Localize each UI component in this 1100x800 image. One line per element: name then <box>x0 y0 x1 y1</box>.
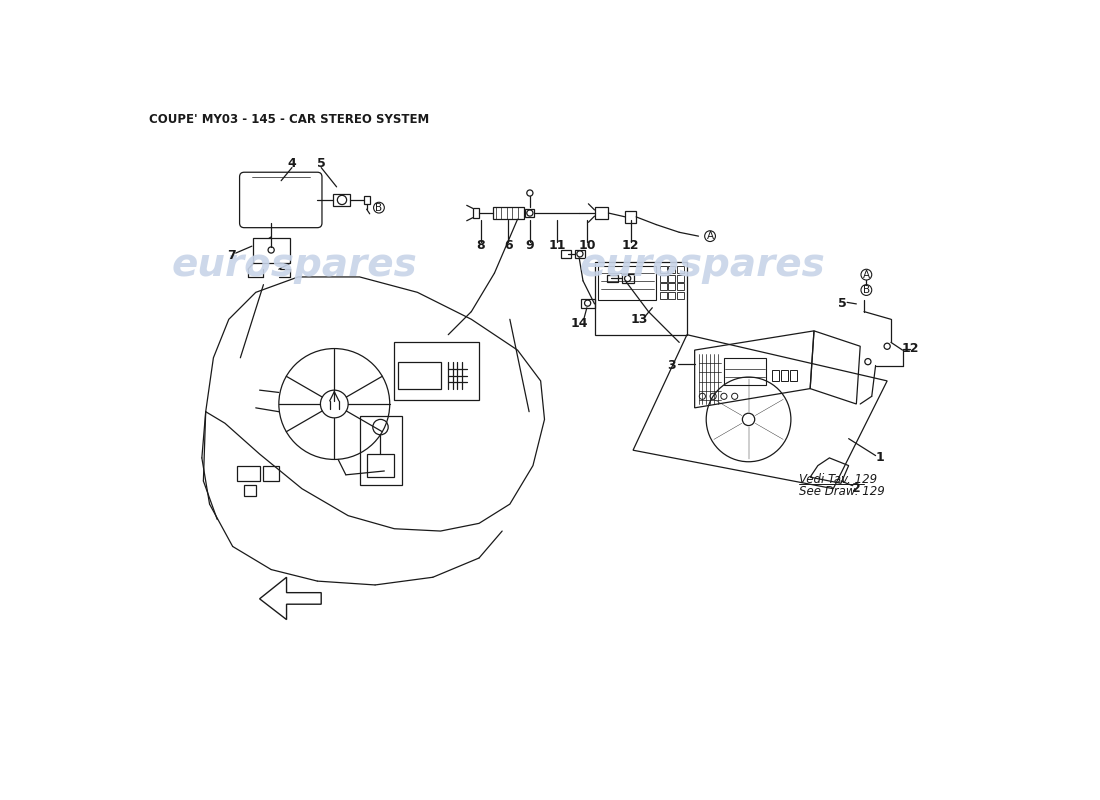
Bar <box>367 454 394 477</box>
Bar <box>244 485 255 496</box>
Bar <box>332 194 350 206</box>
Text: 6: 6 <box>504 239 513 252</box>
Bar <box>724 358 767 385</box>
Bar <box>660 266 667 273</box>
Text: A: A <box>862 270 870 280</box>
Bar <box>236 466 260 481</box>
Bar <box>621 274 634 283</box>
Text: COUPE' MY03 - 145 - CAR STEREO SYSTEM: COUPE' MY03 - 145 - CAR STEREO SYSTEM <box>150 113 430 126</box>
Bar <box>676 266 684 273</box>
Text: 7: 7 <box>227 249 235 262</box>
Text: 3: 3 <box>668 359 675 372</box>
Bar <box>473 209 480 218</box>
Bar <box>660 291 667 298</box>
Bar <box>574 250 585 258</box>
Bar <box>669 266 675 273</box>
Bar <box>772 370 779 381</box>
Bar <box>676 274 684 282</box>
Bar <box>493 207 524 219</box>
Bar <box>594 262 686 334</box>
Bar <box>253 238 290 263</box>
Bar <box>660 283 667 290</box>
Text: eurospares: eurospares <box>580 246 825 284</box>
Bar <box>598 266 656 300</box>
Bar <box>669 283 675 290</box>
Bar <box>561 250 572 258</box>
Bar <box>264 466 278 481</box>
Text: 1: 1 <box>876 451 883 464</box>
Bar <box>669 274 675 282</box>
Bar <box>360 415 403 485</box>
Bar <box>363 196 370 204</box>
Bar <box>526 209 535 217</box>
Bar <box>395 342 480 400</box>
Text: Vedi Tav. 129: Vedi Tav. 129 <box>799 473 877 486</box>
Text: A: A <box>706 231 714 241</box>
Bar <box>790 370 798 381</box>
Text: 11: 11 <box>548 239 565 252</box>
Text: 10: 10 <box>579 239 595 252</box>
Text: 2: 2 <box>852 482 860 495</box>
Text: 8: 8 <box>476 239 485 252</box>
Bar <box>676 291 684 298</box>
Text: 5: 5 <box>317 158 326 170</box>
Bar <box>781 370 788 381</box>
Bar <box>398 362 440 389</box>
Text: eurospares: eurospares <box>172 246 417 284</box>
Bar <box>676 283 684 290</box>
Text: 5: 5 <box>838 298 847 310</box>
Bar <box>594 207 608 219</box>
Bar <box>607 274 618 282</box>
Text: 12: 12 <box>621 239 639 252</box>
Bar <box>660 274 667 282</box>
Bar <box>581 298 595 308</box>
Text: 14: 14 <box>571 317 587 330</box>
Text: 4: 4 <box>287 158 296 170</box>
Text: 12: 12 <box>902 342 918 355</box>
Bar <box>625 210 636 223</box>
Text: B: B <box>862 285 870 295</box>
Text: 13: 13 <box>630 313 648 326</box>
Text: B: B <box>375 202 383 213</box>
Text: See Draw. 129: See Draw. 129 <box>799 485 884 498</box>
Bar <box>669 291 675 298</box>
Text: 9: 9 <box>526 239 535 252</box>
